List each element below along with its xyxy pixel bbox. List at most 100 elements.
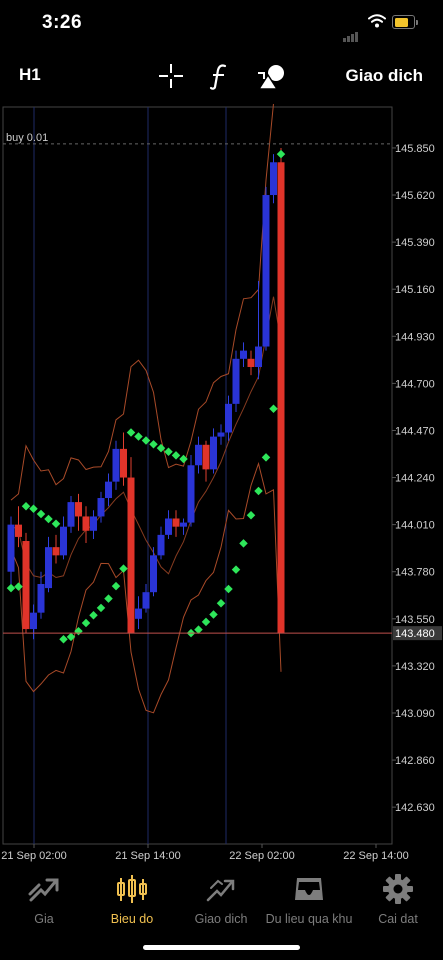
candle-body (135, 608, 142, 619)
cellular-signal-icon (343, 24, 359, 42)
candle-body (60, 526, 67, 556)
tab-label: Gia (34, 912, 54, 926)
candle-body (82, 516, 90, 531)
gear-icon (383, 874, 413, 904)
sar-dot (96, 603, 106, 613)
candle-body (202, 444, 210, 470)
trade-button[interactable]: Giao dich (345, 66, 423, 85)
sar-dot (246, 510, 256, 520)
candle-body (22, 541, 30, 630)
sar-dot (59, 635, 68, 644)
candle-body (30, 612, 37, 630)
sar-dot (209, 610, 218, 619)
crosshair-icon[interactable] (158, 63, 184, 89)
sar-dot (89, 610, 98, 620)
wifi-icon (368, 14, 386, 28)
candle-body (225, 403, 232, 433)
candle-body (157, 534, 165, 556)
price-tick-label: 144.010 (395, 520, 435, 532)
candlestick-icon (117, 875, 147, 903)
price-tick-label: 145.160 (395, 284, 435, 296)
sar-dot (201, 617, 211, 627)
bollinger-middle-band (10, 296, 282, 579)
sar-dot (134, 432, 143, 441)
price-tick-label: 143.320 (395, 661, 435, 673)
sar-dot (216, 599, 226, 608)
sar-dot (141, 436, 151, 445)
candle-body (255, 346, 262, 367)
order-line-label: buy 0.01 (6, 132, 48, 144)
sar-dot (29, 504, 38, 513)
price-tick-label: 143.550 (395, 614, 435, 626)
bollinger-upper-band (10, 12, 282, 501)
sar-dot (36, 509, 46, 519)
tab-label: Cai dat (378, 912, 418, 926)
tab-label: Giao dich (194, 912, 248, 926)
candle-body (270, 162, 277, 196)
status-time: 3:26 (42, 12, 83, 33)
sar-dot (254, 486, 263, 496)
candle-body (15, 524, 22, 537)
candle-body (97, 498, 105, 517)
tab-label: Du lieu qua khu (265, 912, 353, 926)
sar-dot (149, 440, 158, 449)
tab-history[interactable]: Du lieu qua khu (265, 872, 353, 926)
sar-dot (126, 428, 136, 437)
sar-dot (231, 565, 241, 574)
price-chart[interactable]: buy 0.01 145.850 145.620 145.390 145.160 144.… (0, 12, 443, 864)
current-price-label: 143.480 (395, 628, 435, 640)
candle-body (142, 592, 150, 609)
current-price-tag (393, 626, 442, 641)
candle-body (45, 547, 52, 589)
home-indicator (143, 945, 300, 950)
chart-frame (2, 106, 393, 845)
bollinger-lower-band (10, 461, 282, 714)
candle-body (52, 547, 60, 556)
price-tick-label: 144.700 (395, 378, 435, 390)
sar-dot (269, 404, 278, 413)
candle-body (105, 481, 112, 499)
sar-dot (44, 514, 53, 524)
price-tick-label: 142.630 (395, 802, 435, 814)
status-bar: 3:26 (0, 0, 443, 50)
sar-dot (6, 583, 16, 593)
candle-body (180, 522, 187, 527)
candle-body (75, 502, 82, 517)
price-tick-label: 143.090 (395, 708, 435, 720)
sar-dot (104, 594, 113, 603)
candle-body (217, 432, 225, 437)
time-tick-label: 21 Sep 14:00 (115, 850, 180, 862)
candle-body (127, 477, 135, 634)
sar-dot (51, 519, 61, 529)
candle-body (90, 516, 97, 531)
sar-dot (224, 584, 233, 594)
candle-body (7, 524, 15, 572)
inbox-icon (295, 878, 323, 900)
candle-body (172, 518, 180, 527)
price-tick-label: 145.850 (395, 143, 435, 155)
tab-trade[interactable]: Giao dich (177, 872, 265, 926)
sar-dot (21, 501, 31, 511)
sar-dot (111, 581, 121, 591)
tab-label: Bieu do (110, 912, 154, 926)
price-tick-label: 144.470 (395, 425, 435, 437)
indicators-icon[interactable] (209, 63, 231, 91)
price-tick-label: 144.930 (395, 331, 435, 343)
tab-settings[interactable]: Cai dat (354, 872, 442, 926)
price-tick-label: 144.240 (395, 473, 435, 485)
time-tick-label: 22 Sep 14:00 (343, 850, 408, 862)
candle-body (277, 162, 285, 634)
candle-body (150, 555, 157, 593)
tab-quotes[interactable]: Gia (0, 872, 88, 926)
sar-dot (239, 539, 248, 548)
sar-dot (164, 447, 173, 457)
trade-icon (206, 879, 235, 902)
sar-dot (74, 626, 83, 636)
tab-chart[interactable]: Bieu do (88, 872, 176, 926)
objects-icon[interactable] (256, 63, 286, 91)
candle-body (195, 444, 202, 466)
candle-body (67, 502, 75, 527)
candle-body (120, 448, 127, 478)
timeframe-button[interactable]: H1 (19, 65, 41, 84)
candle-body (232, 358, 240, 404)
